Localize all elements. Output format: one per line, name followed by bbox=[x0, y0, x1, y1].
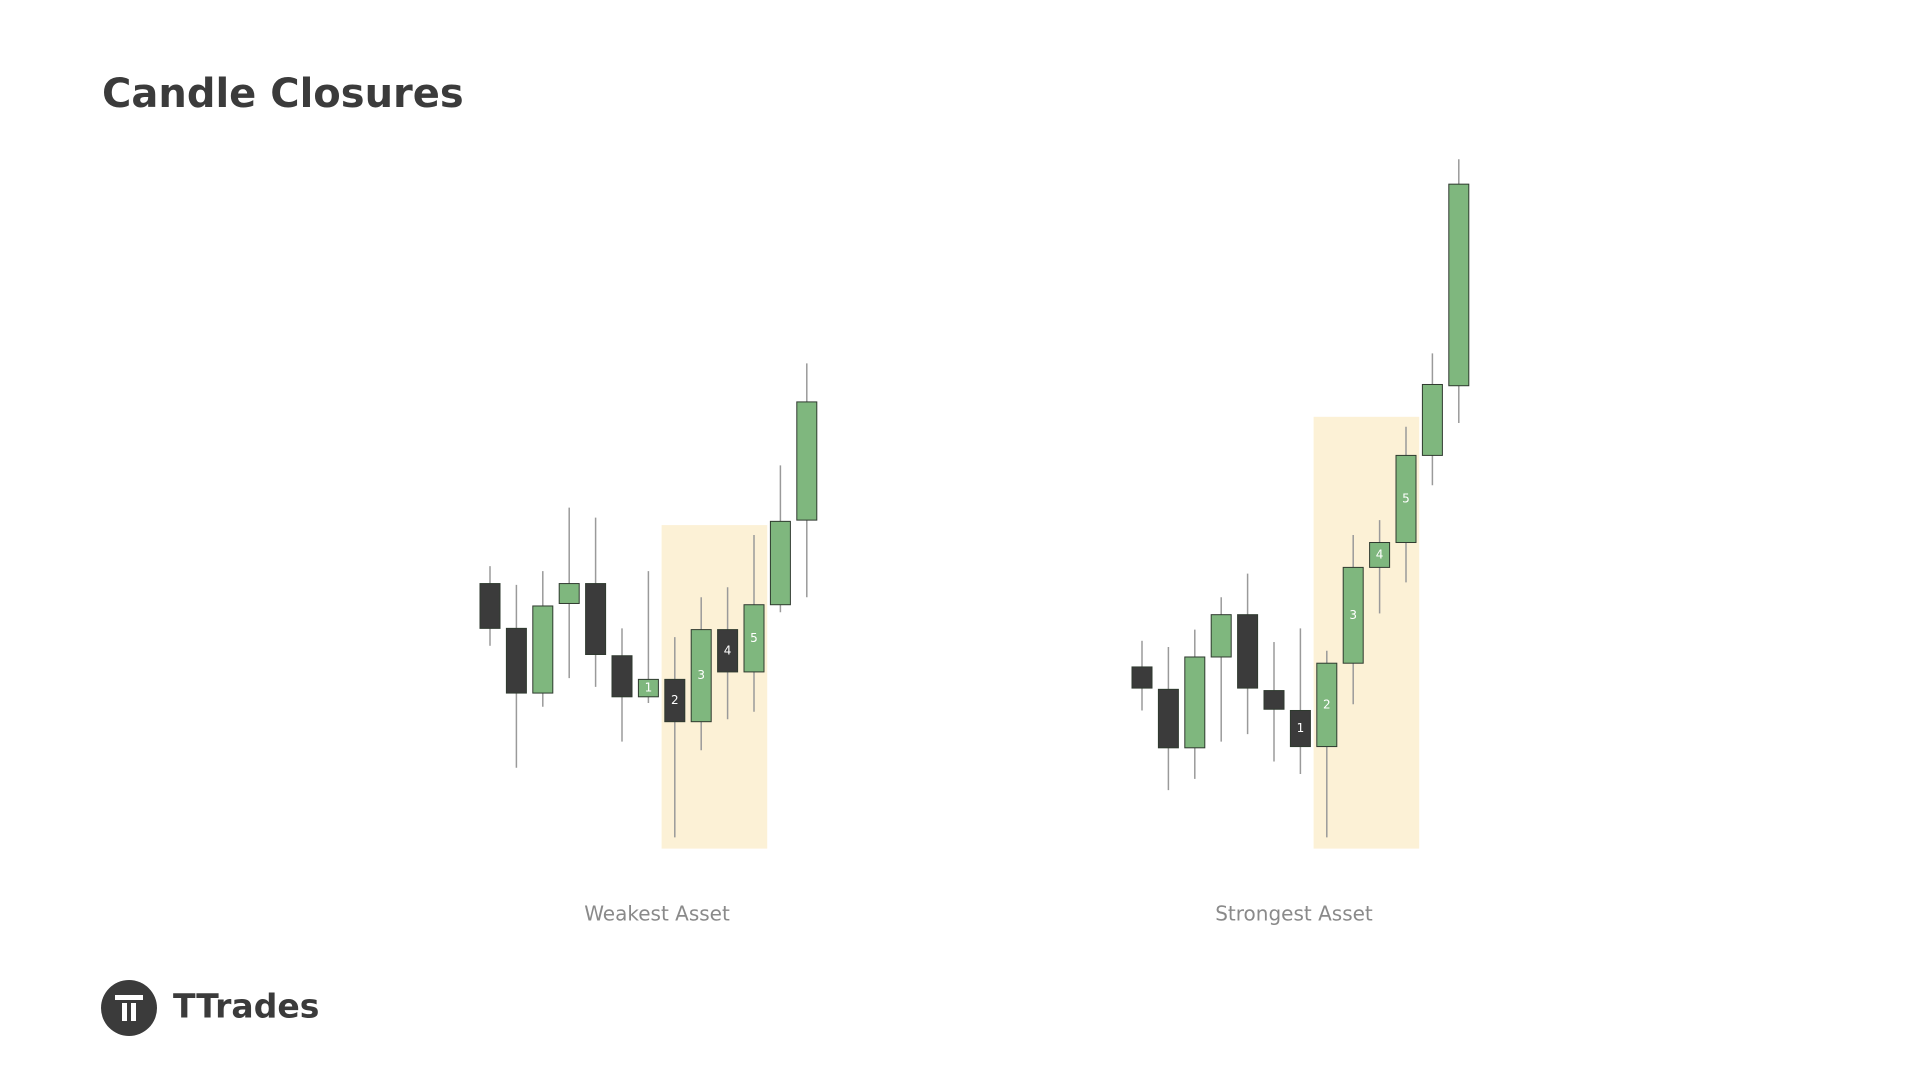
candle-body bbox=[1289, 709, 1311, 748]
candle-body bbox=[558, 583, 580, 604]
chart-label: Strongest Asset bbox=[1215, 902, 1373, 926]
logo bbox=[101, 980, 157, 1036]
candle-body bbox=[1448, 183, 1470, 387]
candle-body bbox=[664, 678, 686, 723]
candle-body bbox=[532, 605, 554, 694]
candle-body bbox=[1210, 614, 1232, 658]
candle-body bbox=[585, 583, 607, 655]
candle-body bbox=[1316, 662, 1338, 748]
candle-label: 3 bbox=[697, 668, 705, 682]
candle-body bbox=[717, 629, 739, 673]
logo-glyph bbox=[115, 995, 143, 1021]
candle-body bbox=[1237, 614, 1259, 689]
candle-label: 2 bbox=[1323, 697, 1331, 711]
candle-body bbox=[637, 678, 659, 698]
candle-label: 3 bbox=[1349, 608, 1357, 622]
candle-body bbox=[611, 655, 633, 698]
candle-body bbox=[796, 401, 818, 521]
candle-body bbox=[1131, 666, 1153, 689]
candle-body bbox=[505, 627, 527, 694]
candle-body bbox=[743, 604, 765, 673]
candle-label: 4 bbox=[1376, 547, 1384, 561]
candle-body bbox=[1421, 383, 1443, 456]
candle-label: 1 bbox=[1297, 721, 1305, 735]
candle-body bbox=[769, 520, 791, 606]
candle-label: 2 bbox=[671, 693, 679, 707]
candle-body bbox=[1157, 688, 1179, 749]
candle-body bbox=[1342, 566, 1364, 664]
brand-name: TTrades bbox=[173, 987, 319, 1026]
candle-label: 4 bbox=[724, 643, 732, 657]
candle-body bbox=[1395, 454, 1417, 544]
candle-label: 5 bbox=[750, 631, 758, 645]
candle-label: 5 bbox=[1402, 491, 1410, 505]
candle-body bbox=[479, 583, 501, 629]
candle-body bbox=[1263, 690, 1285, 710]
candle-body bbox=[690, 629, 712, 723]
slide-title: Candle Closures bbox=[102, 71, 464, 117]
chart-label: Weakest Asset bbox=[584, 902, 730, 926]
candle-body bbox=[1369, 542, 1391, 568]
candle-body bbox=[1184, 656, 1206, 749]
candle-label: 1 bbox=[645, 681, 653, 695]
